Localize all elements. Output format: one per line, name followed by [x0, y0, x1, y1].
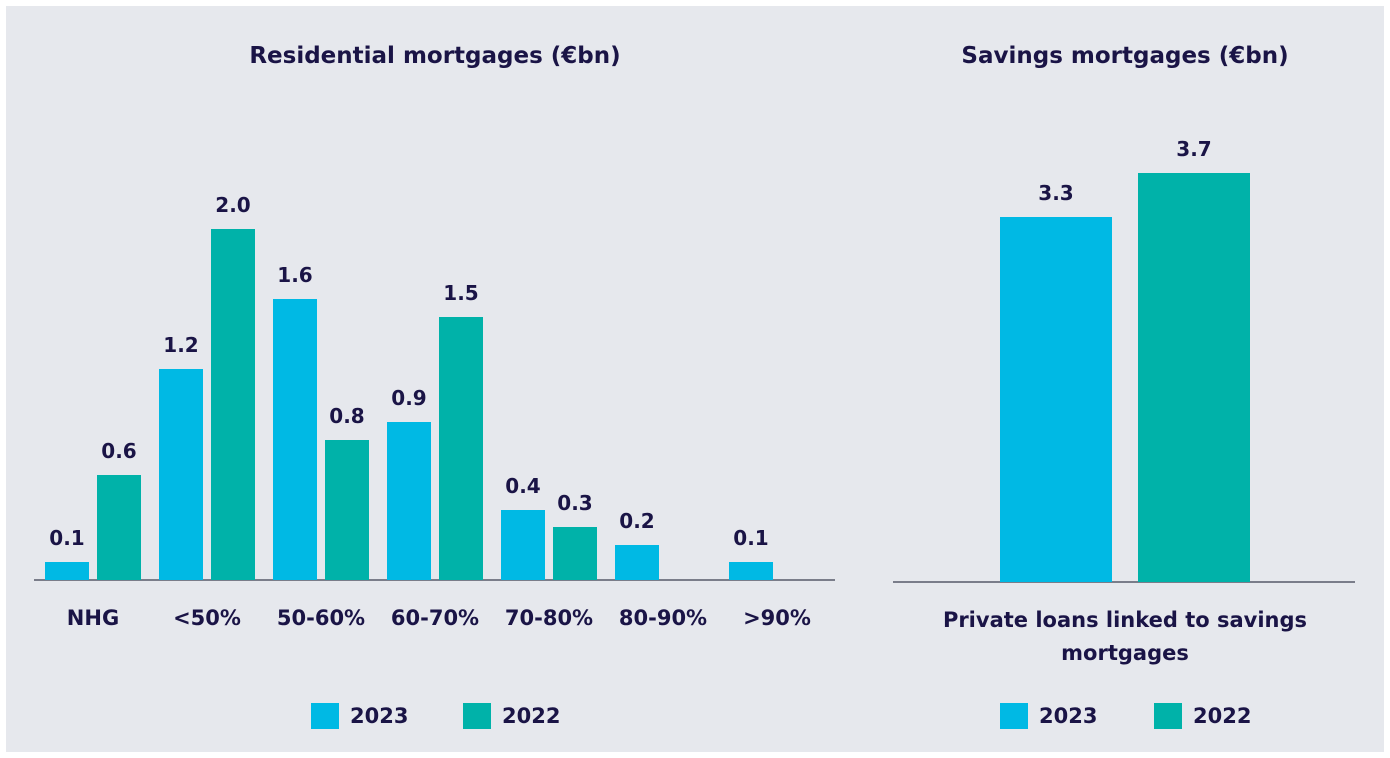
bar: [501, 509, 545, 580]
bar: [45, 562, 89, 580]
bar: [159, 369, 203, 580]
bar: [97, 474, 141, 580]
bar: [729, 562, 773, 580]
axis-line: [893, 581, 1355, 583]
data-label: 0.4: [505, 473, 541, 498]
data-label: 0.6: [101, 438, 137, 463]
data-label: 0.1: [49, 526, 85, 551]
data-label: 1.2: [163, 333, 199, 358]
bar: [439, 316, 483, 580]
bar: [615, 544, 659, 580]
bar: [553, 527, 597, 580]
legend-label: 2022: [502, 704, 561, 728]
x-tick-label: NHG: [66, 606, 120, 630]
bar: [325, 439, 369, 580]
legend-swatch: [311, 703, 339, 729]
legend-label: 2023: [1039, 704, 1098, 728]
bar: [273, 299, 317, 580]
data-label: 1.5: [443, 280, 479, 305]
x-tick-label: <50%: [173, 606, 241, 630]
legend-label: 2022: [1193, 704, 1252, 728]
legend-swatch: [1000, 703, 1028, 729]
x-tick-label: 50-60%: [276, 606, 366, 630]
x-tick-label: 80-90%: [618, 606, 708, 630]
data-label: 1.6: [277, 263, 313, 288]
legend-label: 2023: [350, 704, 409, 728]
data-label: 0.8: [329, 403, 365, 428]
x-tick-label: 70-80%: [504, 606, 594, 630]
data-label: 0.1: [733, 526, 769, 551]
bar: [387, 422, 431, 580]
chart-title: Savings mortgages (€bn): [961, 43, 1289, 69]
chart-title: Residential mortgages (€bn): [249, 43, 621, 69]
x-tick-label: >90%: [743, 606, 811, 630]
bar: [1000, 217, 1112, 582]
x-tick-label: Private loans linked to savings mortgage…: [942, 608, 1308, 665]
data-label: 2.0: [215, 193, 251, 218]
data-label: 0.3: [557, 491, 593, 516]
bar: [211, 229, 255, 580]
data-label: 3.7: [1176, 137, 1212, 161]
data-label: 3.3: [1038, 181, 1074, 206]
legend-swatch: [463, 703, 491, 729]
axis-line: [34, 579, 835, 581]
bar: [1138, 173, 1250, 582]
data-label: 0.2: [619, 508, 655, 533]
x-tick-label: 60-70%: [390, 606, 480, 630]
legend-swatch: [1154, 703, 1182, 729]
data-label: 0.9: [391, 386, 427, 411]
